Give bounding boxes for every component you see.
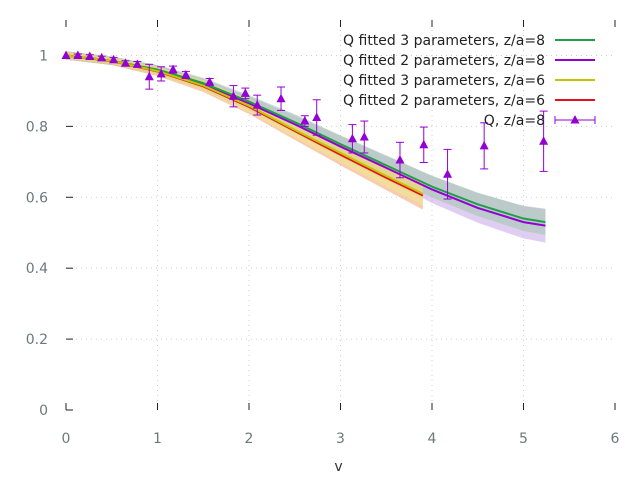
- legend-marker: [570, 115, 580, 124]
- legend-label: Q fitted 3 parameters, z/a=8: [343, 33, 545, 49]
- tick-labels: 0 1 2 3 4 5 6 0 0.2 0.4 0.6 0.8 1: [26, 48, 620, 447]
- legend: Q fitted 3 parameters, z/a=8 Q fitted 2 p…: [343, 33, 596, 129]
- x-tick-label: 4: [428, 431, 437, 447]
- data-point: [144, 71, 154, 81]
- data-points: [61, 50, 549, 200]
- y-tick-label: 0.4: [26, 261, 48, 277]
- data-point: [300, 116, 310, 125]
- x-tick-label: 6: [611, 431, 620, 447]
- data-point: [156, 68, 166, 78]
- x-tick-label: 3: [336, 431, 345, 447]
- legend-label: Q fitted 2 parameters, z/a=6: [343, 93, 545, 109]
- x-tick-label: 5: [519, 431, 528, 447]
- x-tick-label: 1: [153, 431, 162, 447]
- x-tick-label: 0: [62, 431, 71, 447]
- data-point: [395, 155, 405, 164]
- error-bands: [66, 51, 546, 243]
- y-tick-label: 0: [39, 403, 48, 419]
- y-tick-label: 0.8: [26, 119, 48, 135]
- data-point: [419, 139, 429, 149]
- data-point: [312, 112, 322, 121]
- y-tick-label: 0.6: [26, 190, 48, 206]
- y-tick-label: 0.2: [26, 332, 48, 348]
- data-point: [276, 93, 286, 103]
- data-point: [252, 100, 262, 109]
- x-tick-label: 2: [245, 431, 254, 447]
- y-tick-label: 1: [39, 48, 48, 64]
- data-point: [61, 50, 71, 59]
- data-point: [181, 69, 191, 79]
- legend-label: Q fitted 3 parameters, z/a=6: [343, 73, 545, 89]
- data-point: [97, 52, 107, 62]
- data-point: [120, 58, 130, 67]
- data-point: [168, 64, 178, 74]
- series-line: [65, 54, 546, 224]
- data-point: [109, 54, 119, 64]
- legend-label: Q, z/a=8: [484, 113, 545, 129]
- data-point: [359, 132, 369, 141]
- data-point: [85, 51, 95, 61]
- data-point: [73, 50, 83, 59]
- data-point: [479, 140, 489, 150]
- data-point: [443, 169, 453, 178]
- data-point: [240, 88, 250, 97]
- error-band: [66, 51, 546, 243]
- data-point: [539, 136, 549, 145]
- data-point: [347, 133, 357, 143]
- data-point: [205, 77, 215, 86]
- x-axis-title: v: [334, 459, 342, 475]
- data-point: [228, 91, 238, 100]
- error-band: [66, 51, 546, 235]
- legend-label: Q fitted 2 parameters, z/a=8: [343, 53, 545, 69]
- data-point: [132, 59, 142, 68]
